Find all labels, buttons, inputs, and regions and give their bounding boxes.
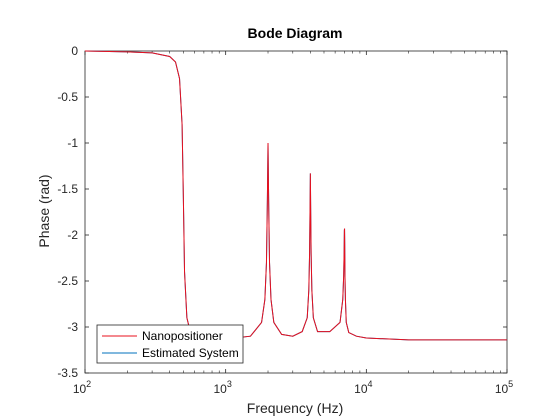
y-tick-label: -3 [67, 320, 78, 334]
x-tick-label: 104 [354, 379, 372, 396]
x-axis-label: Frequency (Hz) [247, 400, 343, 416]
y-tick-label: -0.5 [57, 90, 78, 104]
x-tick-label: 102 [73, 379, 91, 396]
axes-box [84, 50, 508, 374]
y-tick-label: 0 [71, 44, 78, 58]
y-axis-label: Phase (rad) [36, 174, 52, 247]
chart-title: Bode Diagram [248, 25, 343, 41]
series-line-1 [84, 50, 507, 341]
x-tick-label: 103 [213, 379, 231, 396]
y-tick-label: -2.5 [57, 274, 78, 288]
legend-label: Nanopositioner [142, 329, 223, 343]
legend-label: Estimated System [142, 346, 239, 360]
y-tick-label: -1.5 [57, 182, 78, 196]
x-tick-label: 105 [495, 379, 513, 396]
y-tick-label: -1 [67, 136, 78, 150]
y-tick-label: -2 [67, 228, 78, 242]
y-tick-label: -3.5 [57, 366, 78, 380]
legend-box [96, 324, 244, 364]
